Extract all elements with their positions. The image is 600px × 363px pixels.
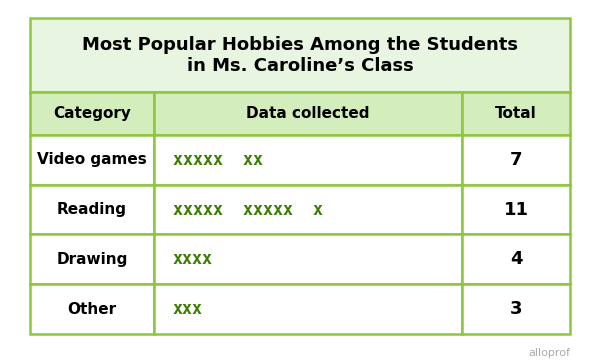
Text: 3: 3 (510, 300, 522, 318)
FancyBboxPatch shape (462, 135, 570, 185)
FancyBboxPatch shape (30, 185, 154, 234)
FancyBboxPatch shape (30, 92, 154, 135)
FancyBboxPatch shape (462, 284, 570, 334)
Text: Reading: Reading (57, 202, 127, 217)
FancyBboxPatch shape (154, 234, 462, 284)
Text: 7: 7 (510, 151, 522, 169)
Text: Data collected: Data collected (247, 106, 370, 121)
Text: 4: 4 (510, 250, 522, 268)
FancyBboxPatch shape (30, 18, 570, 92)
FancyBboxPatch shape (462, 185, 570, 234)
Text: Category: Category (53, 106, 131, 121)
Text: xxxxx  xxxxx  x: xxxxx xxxxx x (173, 201, 323, 219)
Text: Video games: Video games (37, 152, 147, 167)
Text: xxxxx  xx: xxxxx xx (173, 151, 263, 169)
Text: xxxx: xxxx (173, 250, 212, 268)
FancyBboxPatch shape (154, 284, 462, 334)
Text: Drawing: Drawing (56, 252, 128, 267)
Text: xxx: xxx (173, 300, 203, 318)
Text: Other: Other (68, 302, 116, 317)
FancyBboxPatch shape (154, 92, 462, 135)
FancyBboxPatch shape (154, 185, 462, 234)
FancyBboxPatch shape (30, 135, 154, 185)
FancyBboxPatch shape (30, 284, 154, 334)
FancyBboxPatch shape (462, 234, 570, 284)
Text: 11: 11 (503, 201, 529, 219)
FancyBboxPatch shape (154, 135, 462, 185)
FancyBboxPatch shape (462, 92, 570, 135)
Text: alloprof: alloprof (528, 348, 570, 358)
FancyBboxPatch shape (30, 234, 154, 284)
Text: Total: Total (495, 106, 537, 121)
Text: Most Popular Hobbies Among the Students
in Ms. Caroline’s Class: Most Popular Hobbies Among the Students … (82, 36, 518, 75)
